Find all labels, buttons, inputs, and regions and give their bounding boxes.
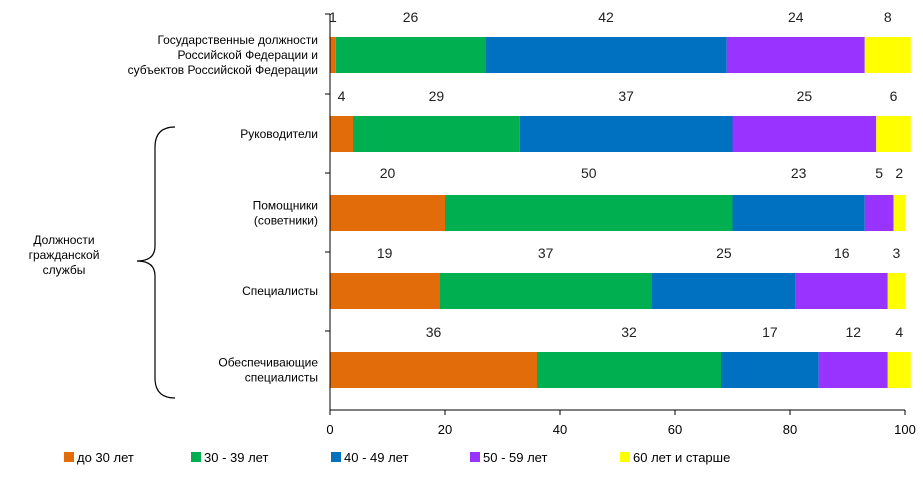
legend-swatch — [191, 452, 201, 462]
bar-segment — [876, 116, 911, 152]
data-label: 36 — [426, 324, 442, 340]
data-label: 26 — [403, 9, 419, 25]
bar-segment — [330, 37, 336, 73]
bar-segment — [519, 116, 733, 152]
bar-segment — [652, 273, 796, 309]
category-label-line: (советники) — [254, 214, 318, 228]
category-label-line: Государственные должности — [157, 33, 318, 47]
axes: 0 20 40 60 80 100 — [325, 13, 916, 437]
data-labels: 1 26 42 24 8 4 29 37 25 6 20 50 23 5 2 19 37 25 16 3 36 32 17 1… — [329, 9, 903, 340]
legend-label: 50 - 59 лет — [483, 450, 547, 465]
bar-segment — [330, 352, 537, 388]
bar-segment — [330, 116, 353, 152]
bar-segment — [353, 116, 520, 152]
data-label: 5 — [875, 165, 883, 181]
legend-swatch — [620, 452, 630, 462]
bar-segment — [335, 37, 486, 73]
data-label: 32 — [621, 324, 637, 340]
data-label: 42 — [598, 9, 614, 25]
category-label: Государственные должности Российской Феде… — [128, 33, 318, 77]
legend: до 30 лет 30 - 39 лет 40 - 49 лет 50 - 59 л… — [64, 450, 730, 465]
category-label-line: Российской Федерации и — [177, 48, 318, 62]
legend-swatch — [331, 452, 341, 462]
data-label: 50 — [581, 165, 597, 181]
category-label: Руководители — [240, 127, 318, 141]
x-tick-label: 100 — [894, 422, 916, 437]
category-label: Помощники (советники) — [253, 199, 318, 228]
group-brace — [136, 126, 176, 399]
data-label: 29 — [429, 88, 445, 104]
group-label: Должности гражданской службы — [29, 233, 100, 277]
data-label: 4 — [895, 324, 903, 340]
data-label: 25 — [716, 245, 732, 261]
category-label: Обеспечивающие специалисты — [218, 356, 318, 385]
bars — [330, 37, 911, 388]
category-labels: Государственные должности Российской Феде… — [29, 33, 319, 385]
category-label-line: субъектов Российской Федерации — [128, 63, 318, 77]
x-tick-label: 40 — [553, 422, 567, 437]
data-label: 19 — [377, 245, 393, 261]
data-label: 37 — [538, 245, 554, 261]
data-label: 37 — [618, 88, 634, 104]
data-label: 16 — [834, 245, 850, 261]
data-label: 23 — [791, 165, 807, 181]
data-label: 6 — [890, 88, 898, 104]
bar-segment — [887, 352, 911, 388]
bar-segment — [330, 195, 445, 231]
legend-label: 30 - 39 лет — [204, 450, 268, 465]
bar-segment — [893, 195, 905, 231]
bar-segment — [537, 352, 721, 388]
bar-segment — [330, 273, 440, 309]
bar-segment — [887, 273, 905, 309]
legend-label: до 30 лет — [77, 450, 134, 465]
data-label: 1 — [329, 9, 337, 25]
category-label-line: Руководители — [240, 127, 318, 141]
data-label: 4 — [338, 88, 346, 104]
data-label: 20 — [380, 165, 396, 181]
data-label: 8 — [884, 9, 892, 25]
bar-segment — [439, 273, 652, 309]
group-label-line: службы — [43, 263, 86, 277]
bar-segment — [818, 352, 888, 388]
data-label: 25 — [797, 88, 813, 104]
bar-segment — [732, 195, 865, 231]
category-label-line: Помощники — [253, 199, 318, 213]
category-label: Специалисты — [242, 284, 318, 298]
bar-segment — [721, 352, 819, 388]
data-label: 17 — [762, 324, 778, 340]
data-label: 2 — [895, 165, 903, 181]
bar-segment — [864, 195, 894, 231]
bar-segment — [726, 37, 865, 73]
legend-swatch — [470, 452, 480, 462]
data-label: 24 — [788, 9, 804, 25]
data-label: 3 — [892, 245, 900, 261]
x-tick-label: 60 — [668, 422, 682, 437]
curly-brace — [136, 126, 176, 399]
legend-label: 40 - 49 лет — [344, 450, 408, 465]
data-label: 12 — [845, 324, 861, 340]
group-label-line: Должности — [33, 233, 94, 247]
group-label-line: гражданской — [29, 248, 100, 262]
x-tick-label: 0 — [326, 422, 333, 437]
category-label-line: Специалисты — [242, 284, 318, 298]
bar-segment — [732, 116, 877, 152]
bar-segment — [445, 195, 733, 231]
legend-label: 60 лет и старше — [633, 450, 730, 465]
category-label-line: Обеспечивающие — [218, 356, 318, 370]
category-label-line: специалисты — [245, 371, 318, 385]
bar-segment — [864, 37, 911, 73]
x-tick-label: 80 — [783, 422, 797, 437]
bar-segment — [485, 37, 727, 73]
legend-swatch — [64, 452, 74, 462]
bar-segment — [795, 273, 888, 309]
x-tick-label: 20 — [438, 422, 452, 437]
